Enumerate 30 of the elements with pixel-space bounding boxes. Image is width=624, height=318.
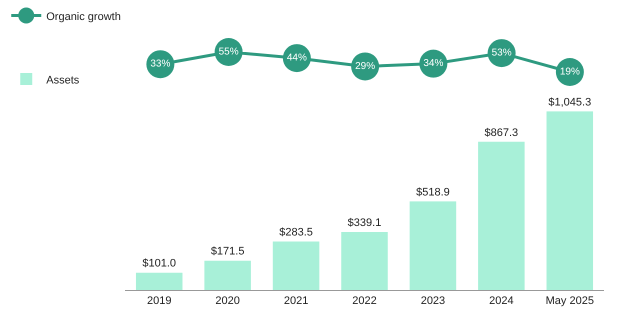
data-label: 33%: [150, 58, 170, 70]
legend-label: Organic growth: [46, 10, 121, 23]
bar: [410, 201, 456, 290]
bar: [272, 242, 320, 290]
data-label: $101.0: [142, 258, 176, 270]
x-tick-label: 2021: [284, 295, 308, 308]
bar: [341, 232, 388, 290]
x-tick-label: 2020: [215, 295, 240, 308]
bar: [136, 272, 182, 290]
data-label: 55%: [218, 46, 239, 58]
data-label: $171.5: [210, 246, 244, 258]
data-label: $283.5: [279, 226, 313, 239]
data-label: 44%: [286, 52, 307, 64]
x-tick-label: 2023: [420, 295, 446, 308]
legend-label: Assets: [46, 74, 80, 86]
x-tick-label: 2022: [352, 295, 377, 308]
x-tick-label: May 2025: [546, 295, 594, 308]
data-label: 29%: [355, 60, 376, 72]
data-label: $518.9: [416, 186, 450, 198]
x-tick-label: 2019: [146, 295, 172, 308]
data-label: 34%: [423, 58, 444, 70]
data-label: $1,045.3: [548, 96, 592, 108]
bar: [478, 142, 525, 290]
data-label: $867.3: [484, 126, 518, 139]
bar: [546, 111, 594, 290]
data-label: $339.1: [348, 217, 382, 230]
data-label: 19%: [560, 66, 580, 78]
bar: [204, 260, 251, 290]
data-label: 53%: [492, 48, 512, 59]
x-tick-label: 2024: [489, 295, 514, 308]
